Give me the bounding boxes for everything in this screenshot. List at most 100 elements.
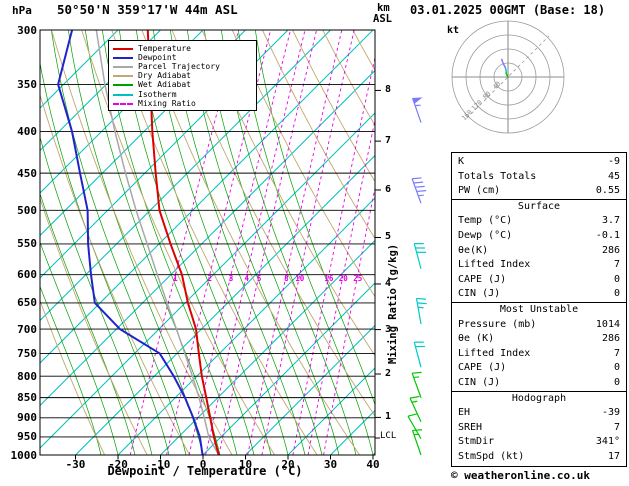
km-tick-label: 5 xyxy=(385,231,392,243)
wind-barb-feather xyxy=(416,297,427,300)
isotherm-line xyxy=(117,197,375,455)
hodograph-ring-label: 40 xyxy=(491,80,502,91)
table-section-header: Surface xyxy=(452,198,626,215)
table-row-label: K xyxy=(458,156,465,167)
table-row: Lifted Index 7 xyxy=(452,347,626,362)
wind-barb xyxy=(409,395,422,422)
wind-barb-pennant xyxy=(412,97,423,104)
table-row: Lifted Index 7 xyxy=(452,258,626,273)
table-row: CIN (J) 0 xyxy=(452,287,626,302)
table-row-value: -0.1 xyxy=(595,229,620,241)
wind-barb-feather xyxy=(412,371,422,374)
pressure-tick-label: 700 xyxy=(17,322,37,336)
wind-barb xyxy=(413,341,425,368)
table-row-value: 286 xyxy=(601,333,620,345)
plot-border xyxy=(39,29,376,456)
legend-swatch xyxy=(113,47,133,50)
dry-adiabat-line xyxy=(262,30,375,240)
wind-barb-feather xyxy=(407,413,418,417)
table-row-value: 0 xyxy=(613,376,620,388)
table-row-label: SREH xyxy=(458,421,483,433)
temp-tick-label: -30 xyxy=(65,458,86,471)
pressure-tick-label: 750 xyxy=(17,346,37,360)
table-row-label: CIN (J) xyxy=(458,288,501,300)
table-row-label: Totals Totals xyxy=(458,170,537,182)
table-row-label: Pressure (mb) xyxy=(458,318,537,330)
asl-axis-unit: ASL xyxy=(373,13,392,25)
legend-swatch xyxy=(113,56,133,59)
table-row-label: θe(K) xyxy=(458,244,489,256)
legend-label: Mixing Ratio xyxy=(138,98,196,108)
pressure-tick-label: 1000 xyxy=(10,448,38,462)
pressure-tick-label: 450 xyxy=(17,166,37,180)
table-row: Totals Totals 45 xyxy=(452,170,626,185)
wind-barb-feather xyxy=(409,395,420,399)
table-row-value: 286 xyxy=(601,244,620,256)
table-row: Dewp (°C) -0.1 xyxy=(452,229,626,244)
legend-item: Dewpoint xyxy=(113,53,252,62)
hodograph-diagonal xyxy=(466,35,550,119)
isotherm-line xyxy=(40,30,331,322)
wind-barb xyxy=(407,413,422,440)
wind-barb-staff xyxy=(409,397,422,422)
table-row-label: PW (cm) xyxy=(458,185,501,197)
km-tick-label: 4 xyxy=(385,277,392,289)
table-row: Pressure (mb) 1014 xyxy=(452,318,626,333)
pressure-tick-label: 650 xyxy=(17,296,37,310)
table-row-label: CIN (J) xyxy=(458,376,501,388)
hodograph-ring-label: 80 xyxy=(481,90,492,101)
table-row-label: Dewp (°C) xyxy=(458,229,513,241)
table-row-value: -39 xyxy=(601,407,620,419)
table-row-value: -9 xyxy=(607,156,620,167)
table-row-value: 45 xyxy=(607,170,620,182)
plot-area: 1 2 3 4 5 8 10 16 20 25 xyxy=(40,30,375,455)
temp-tick-label: -20 xyxy=(108,458,128,471)
x-axis-title: Dewpoint / Temperature (°C) xyxy=(107,464,303,478)
legend-item: Parcel Trajectory xyxy=(113,62,252,71)
mixing-ratio-line xyxy=(205,30,306,455)
mixing-ratio-label: 10 xyxy=(295,274,305,283)
hodograph-ring xyxy=(479,48,537,106)
isotherm-line xyxy=(40,112,375,449)
hodograph-unit-label: kt xyxy=(447,25,460,36)
mixing-ratio-label: 4 xyxy=(244,274,249,283)
km-tick-label: 2 xyxy=(385,368,392,380)
table-row: Temp (°C) 3.7 xyxy=(452,214,626,229)
mixing-ratio-label: 2 xyxy=(208,274,213,283)
mixing-ratio-label: 5 xyxy=(257,274,262,283)
km-tick-label: 1 xyxy=(385,411,392,423)
pressure-tick-label: 350 xyxy=(17,77,37,91)
temp-tick-label: 0 xyxy=(199,458,207,471)
wind-barb-staff xyxy=(411,97,422,123)
table-row-label: Lifted Index xyxy=(458,347,531,359)
table-row: K -9 xyxy=(452,155,626,170)
pressure-tick-label: 600 xyxy=(17,268,37,282)
wind-barb-staff xyxy=(411,372,422,398)
dry-adiabat-line xyxy=(231,30,375,298)
legend-swatch xyxy=(113,75,133,78)
pressure-tick-label: 850 xyxy=(17,391,37,405)
table-row: CAPE (J) 0 xyxy=(452,273,626,288)
copyright: © weatheronline.co.uk xyxy=(450,469,591,482)
table-row-value: 1014 xyxy=(595,318,620,330)
legend-item: Mixing Ratio xyxy=(113,99,252,108)
mixing-ratio-line xyxy=(292,55,375,455)
km-tick-label: 7 xyxy=(385,135,392,147)
table-row-label: θe (K) xyxy=(458,333,495,345)
pressure-tick-label: 500 xyxy=(17,203,37,217)
parcel-trajectory-curve xyxy=(95,30,220,455)
table-section-header: Hodograph xyxy=(452,390,626,407)
pressure-tick-label: 950 xyxy=(17,430,37,444)
temp-tick-label: 20 xyxy=(281,458,295,471)
temp-tick-label: 10 xyxy=(238,458,253,471)
mixing-ratio-line xyxy=(307,118,375,455)
isotherm-line xyxy=(40,30,374,364)
wind-barb xyxy=(415,297,427,325)
legend-label: Dry Adiabat xyxy=(138,71,191,81)
legend-label: Temperature xyxy=(138,43,191,53)
mixing-ratio-label: 1 xyxy=(173,274,178,283)
temperature-curve xyxy=(146,30,220,455)
wind-barb-feather xyxy=(416,190,427,193)
hodograph-trace-segment xyxy=(501,58,504,63)
